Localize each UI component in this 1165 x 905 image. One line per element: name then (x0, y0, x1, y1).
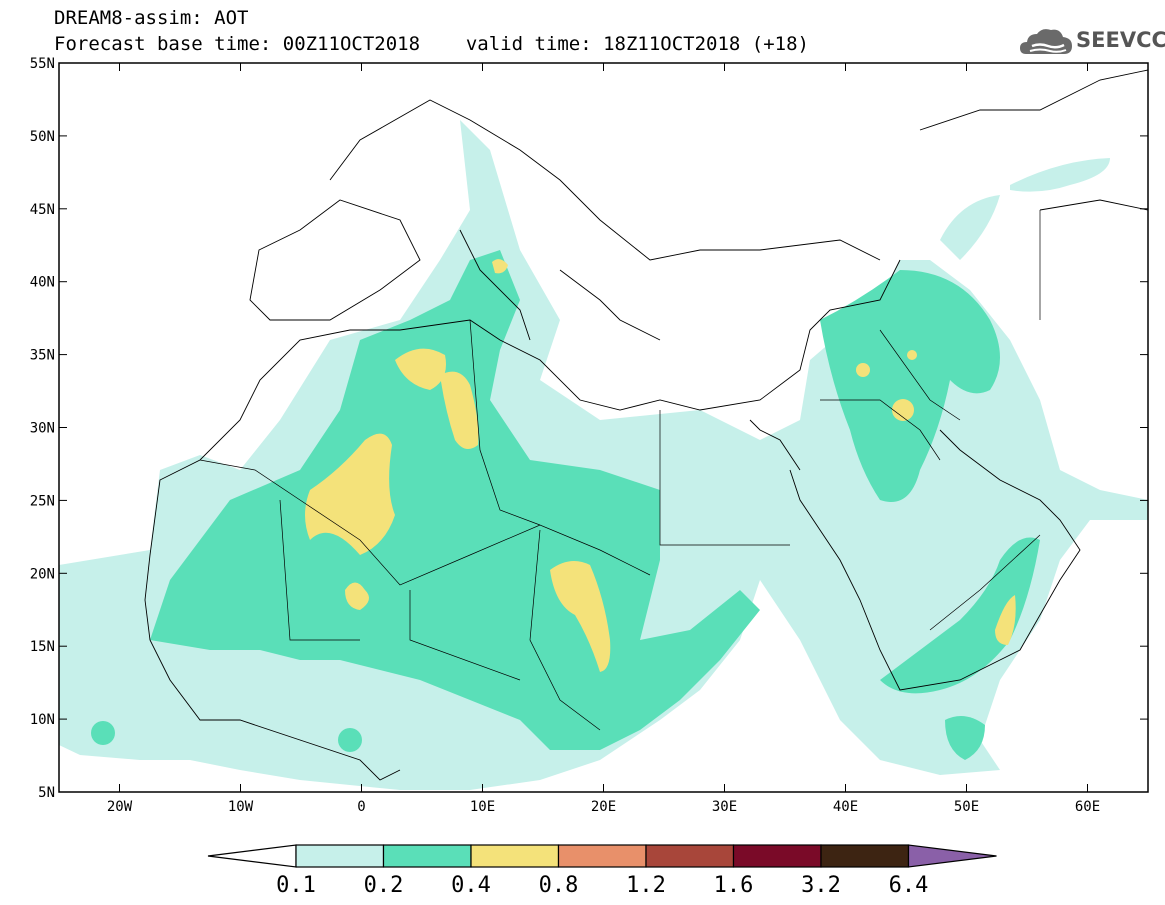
colorbar-label: 1.2 (626, 873, 666, 898)
colorbar-segment (382, 844, 472, 868)
lat-label: 55N (30, 56, 55, 72)
seevccc-logo: SEEVCCC (1018, 24, 1165, 60)
lon-label: 0 (357, 799, 365, 815)
colorbar-label: 0.8 (539, 873, 579, 898)
time-info: Forecast base time: 00Z11OCT2018 valid t… (54, 34, 809, 54)
lat-label: 5N (38, 785, 55, 801)
map-title: DREAM8-assim: AOT (54, 7, 249, 29)
colorbar-low-extend (207, 844, 297, 868)
coastlines (144, 69, 1148, 781)
colorbar-label: 6.4 (889, 873, 929, 898)
forecast-base-time: Forecast base time: 00Z11OCT2018 (54, 33, 421, 55)
valid-time: valid time: 18Z11OCT2018 (+18) (465, 33, 809, 55)
lat-label: 45N (30, 202, 55, 218)
colorbar-segment (295, 844, 385, 868)
lon-label: 30E (712, 799, 737, 815)
aot-field (59, 120, 1148, 790)
lat-label: 30N (30, 421, 55, 437)
colorbar-label: 1.6 (714, 873, 754, 898)
country-borders (199, 210, 1041, 731)
logo-text: SEEVCCC (1076, 28, 1165, 52)
colorbar-label: 0.4 (451, 873, 491, 898)
colorbar-segment (470, 844, 560, 868)
lat-label: 25N (30, 493, 55, 509)
lon-label: 20W (107, 799, 133, 815)
lat-label: 10N (30, 712, 55, 728)
lon-label: 10W (228, 799, 254, 815)
colorbar: 0.1 0.2 0.4 0.8 1.2 1.6 3.2 6.4 (207, 844, 997, 898)
colorbar-label: 0.1 (276, 873, 316, 898)
lat-label: 50N (30, 129, 55, 145)
lon-label: 50E (954, 799, 979, 815)
colorbar-segment (645, 844, 735, 868)
colorbar-label: 0.2 (364, 873, 404, 898)
lat-label: 40N (30, 275, 55, 291)
aot-band-0.4 (305, 259, 1016, 672)
lon-label: 60E (1075, 799, 1100, 815)
colorbar-high-extend (907, 844, 997, 868)
cloud-icon (1020, 29, 1072, 54)
lat-label: 35N (30, 348, 55, 364)
colorbar-label: 3.2 (801, 873, 841, 898)
lat-label: 15N (30, 639, 55, 655)
lon-label: 20E (591, 799, 616, 815)
map-axes: 55N 50N 45N 40N 35N 30N 25N 20N 15N 10N 5N 20W 10W 0 1… (30, 56, 1148, 815)
lat-label: 20N (30, 566, 55, 582)
colorbar-segment (820, 844, 910, 868)
colorbar-segment (557, 844, 647, 868)
colorbar-segment (732, 844, 822, 868)
lon-label: 40E (833, 799, 858, 815)
lon-label: 10E (470, 799, 495, 815)
